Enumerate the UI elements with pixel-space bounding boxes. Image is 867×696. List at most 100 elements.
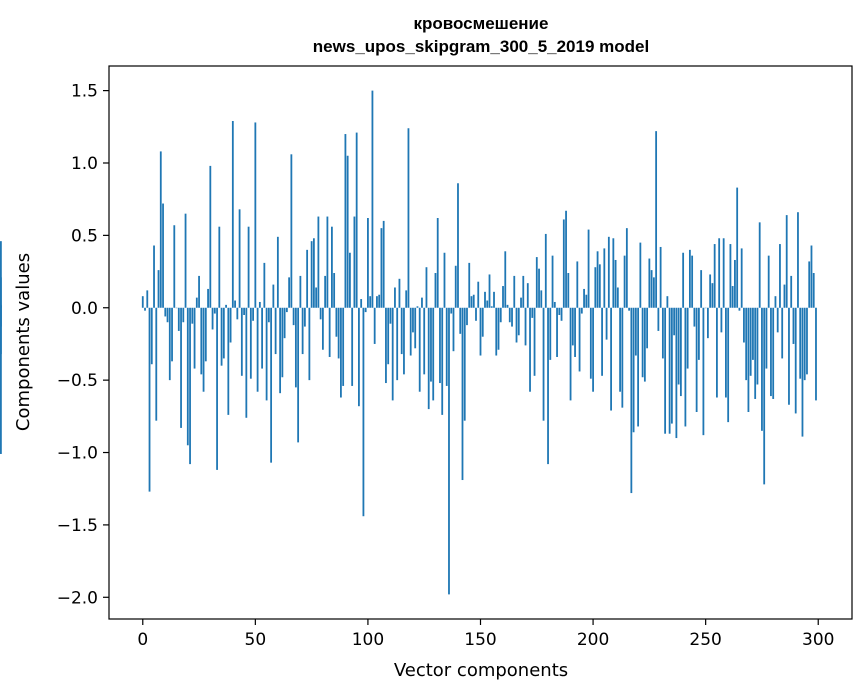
bar — [146, 290, 149, 308]
bar — [551, 255, 554, 308]
bar — [567, 273, 570, 308]
bar — [362, 307, 365, 517]
bar — [398, 278, 401, 308]
bar — [743, 307, 745, 343]
bar — [799, 307, 802, 379]
bar — [171, 307, 173, 362]
bar — [150, 307, 153, 365]
bar — [553, 301, 556, 308]
bar — [367, 218, 369, 308]
bar — [0, 307, 2, 355]
bar — [752, 307, 754, 360]
bar — [342, 307, 345, 386]
bar — [484, 291, 486, 308]
bar — [162, 203, 164, 308]
bar — [270, 307, 273, 463]
bar — [421, 297, 423, 308]
bar — [682, 252, 685, 308]
bar — [373, 307, 376, 344]
bar — [202, 307, 205, 392]
bar — [652, 277, 655, 308]
bar — [321, 307, 324, 350]
bar — [497, 307, 500, 350]
bar — [686, 307, 689, 369]
bar — [387, 307, 390, 365]
bar — [693, 307, 696, 327]
bar — [238, 209, 241, 308]
bar — [285, 307, 288, 313]
y-tick-label: −2.0 — [57, 588, 98, 608]
bar — [225, 304, 227, 308]
bar — [337, 307, 340, 359]
bar — [574, 307, 576, 357]
bar — [556, 307, 558, 357]
bar — [788, 307, 790, 405]
bar — [254, 122, 257, 308]
bar — [524, 307, 527, 346]
bar — [209, 165, 212, 308]
bar — [436, 218, 439, 308]
bar — [754, 307, 757, 399]
bar — [729, 244, 732, 308]
bar — [477, 281, 480, 308]
bar — [610, 307, 612, 411]
bar — [292, 307, 295, 326]
bar — [186, 307, 189, 446]
bar — [425, 267, 428, 308]
bar — [459, 307, 462, 334]
bar — [445, 307, 448, 386]
bar — [315, 287, 318, 308]
bar — [416, 306, 419, 308]
bar — [407, 128, 410, 308]
bar — [283, 307, 286, 339]
bar — [758, 222, 761, 308]
bar — [738, 307, 741, 311]
bar — [628, 307, 630, 311]
x-tick-label: 100 — [352, 630, 384, 650]
bar — [198, 275, 200, 308]
bar — [430, 307, 432, 382]
bar — [779, 244, 781, 308]
bar — [481, 307, 484, 337]
bar — [231, 121, 234, 308]
bar — [612, 238, 615, 308]
bar — [312, 238, 315, 308]
bar — [412, 307, 414, 333]
bar — [502, 286, 504, 308]
bar — [490, 306, 493, 308]
bar — [191, 307, 194, 324]
bar — [475, 307, 477, 321]
bar — [684, 307, 687, 427]
bar — [659, 246, 662, 308]
bar — [511, 307, 513, 327]
bar — [222, 307, 225, 359]
bar — [344, 134, 347, 308]
bar — [414, 307, 417, 349]
bar — [180, 307, 182, 428]
bar — [245, 307, 248, 418]
bar — [472, 294, 475, 308]
bar — [216, 307, 218, 470]
bar — [808, 261, 811, 308]
bar — [776, 307, 779, 333]
bar — [756, 307, 759, 385]
bar — [589, 307, 592, 379]
bar — [576, 261, 579, 308]
bar — [236, 307, 239, 320]
bar — [637, 307, 640, 427]
bar — [520, 297, 522, 308]
x-tick-label: 300 — [802, 630, 834, 650]
bar — [360, 299, 363, 308]
bar — [297, 307, 300, 443]
bar — [598, 264, 601, 308]
bar — [168, 307, 171, 381]
bar — [434, 273, 437, 308]
bar — [594, 267, 597, 308]
bar — [621, 307, 624, 408]
bar — [603, 248, 606, 308]
bar — [452, 307, 455, 352]
bar — [261, 307, 263, 369]
bar — [227, 307, 230, 415]
bar — [578, 307, 581, 372]
